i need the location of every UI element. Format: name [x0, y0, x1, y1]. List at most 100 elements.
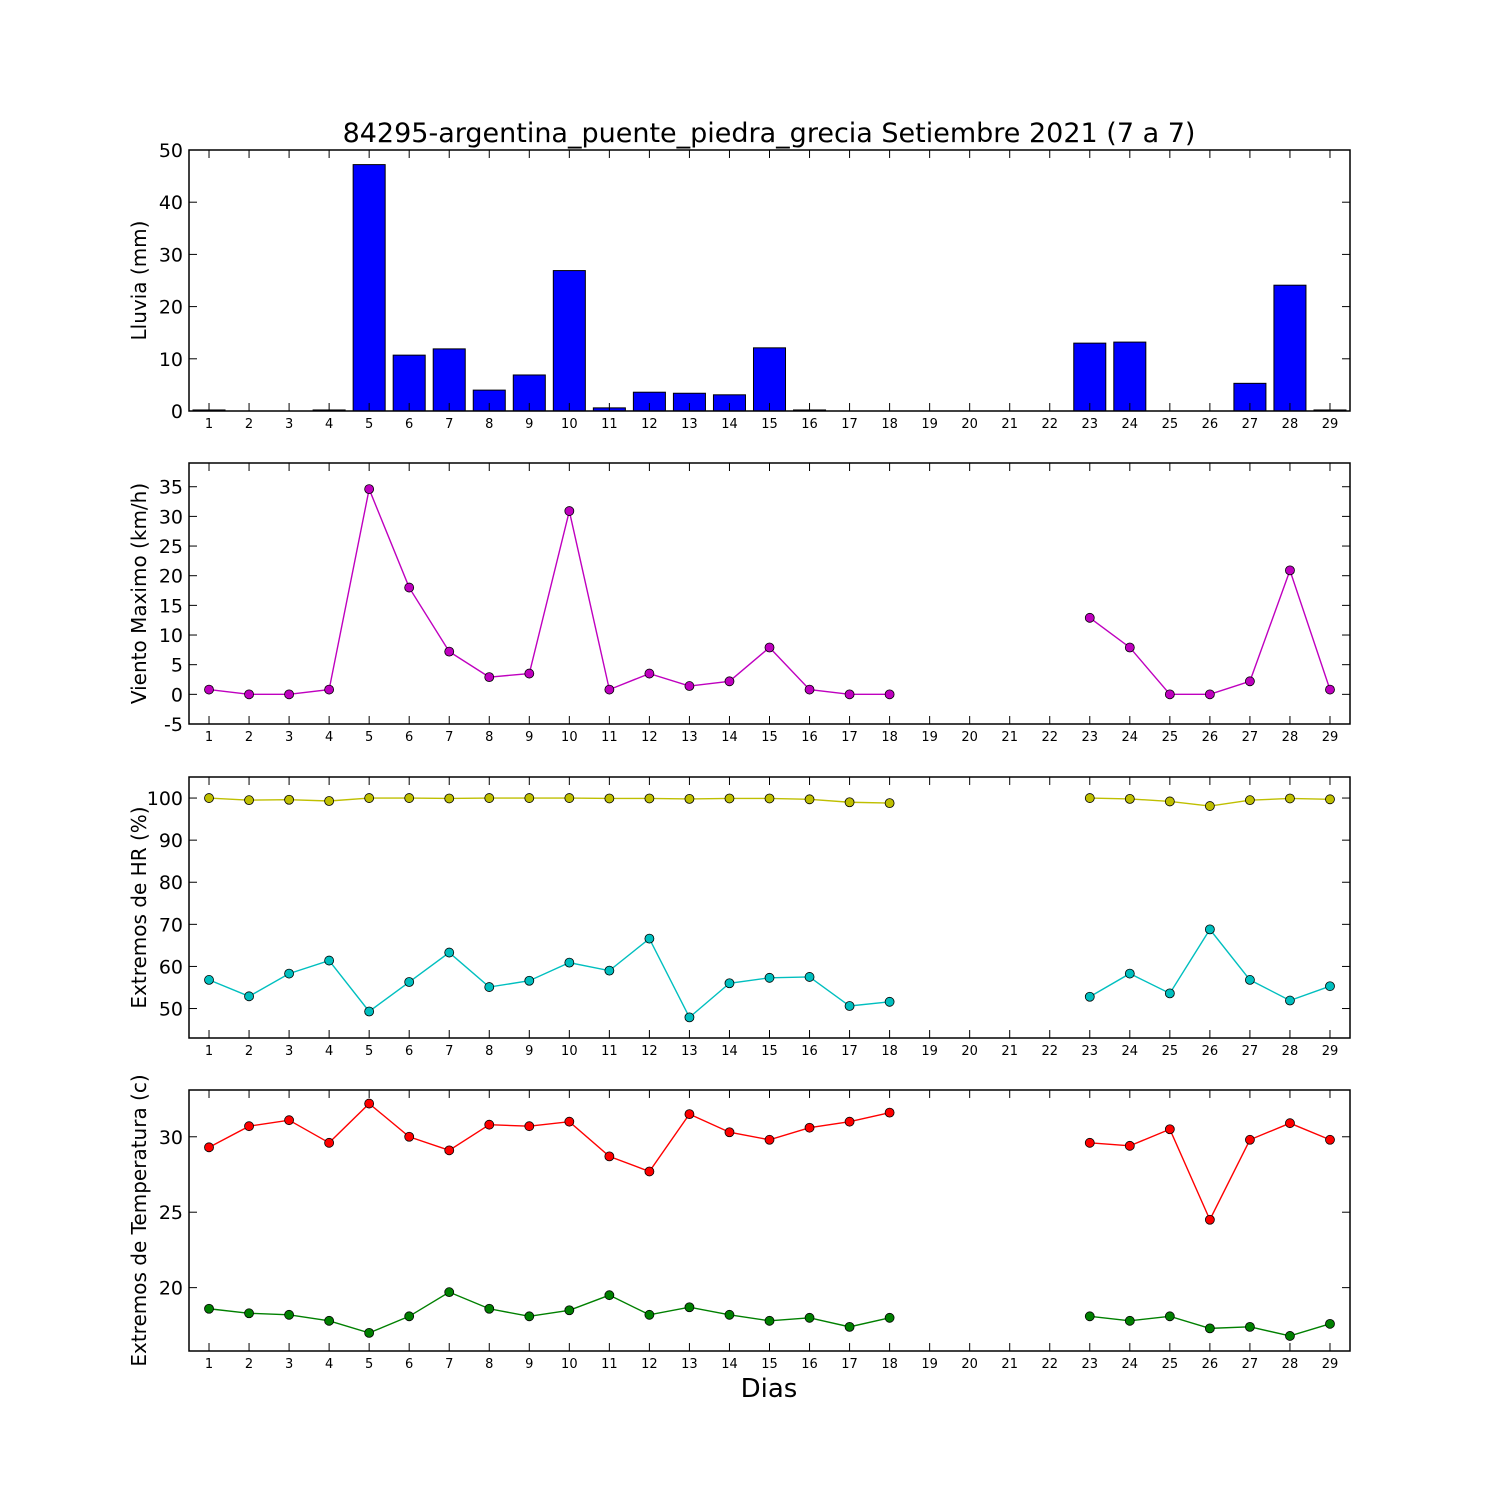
y-tick-label: 10	[159, 625, 183, 647]
series-2-point-day-10	[564, 957, 575, 968]
x-tick-label: 26	[1202, 730, 1219, 745]
x-tick-label: 5	[365, 730, 373, 745]
bar-day-7	[432, 348, 466, 412]
series-1-point-day-23	[1084, 612, 1095, 623]
series-1-point-day-18	[884, 798, 895, 808]
x-tick-label: 7	[445, 730, 453, 745]
x-tick-label: 27	[1242, 730, 1259, 745]
y-tick-label: 15	[159, 595, 183, 617]
series-2-point-day-2	[244, 1308, 254, 1319]
x-tick-label: 6	[405, 730, 413, 745]
series-2-point-day-23	[1084, 1311, 1095, 1322]
x-tick-label: 14	[721, 1044, 738, 1059]
series-1-point-day-11	[604, 793, 615, 804]
x-tick-label: 25	[1162, 1357, 1179, 1372]
x-tick-label: 23	[1082, 730, 1099, 745]
x-tick-label: 7	[445, 1044, 453, 1059]
x-tick-label: 27	[1242, 1044, 1259, 1059]
y-tick-label: 100	[147, 788, 183, 810]
series-1-point-day-16	[804, 1122, 815, 1133]
series-2-point-day-25	[1164, 1311, 1175, 1322]
series-2-point-day-8	[484, 1303, 495, 1314]
series-2-point-day-18	[884, 996, 895, 1007]
series-2-point-day-17	[844, 1001, 855, 1011]
y-tick-label: 60	[159, 956, 183, 978]
series-1-point-day-23	[1084, 793, 1095, 803]
y-tick-label: 35	[159, 477, 183, 499]
x-tick-label: 18	[881, 417, 898, 432]
series-2-point-day-4	[324, 955, 335, 966]
x-tick-label: 5	[365, 1357, 373, 1372]
x-tick-label: 3	[285, 1044, 293, 1059]
x-tick-label: 13	[681, 417, 698, 432]
x-tick-label: 26	[1202, 1044, 1219, 1059]
series-2-point-day-15	[764, 972, 775, 983]
bar-day-23	[1073, 342, 1107, 412]
series-1-point-day-16	[804, 684, 815, 695]
series-2-point-day-9	[524, 1311, 535, 1322]
series-1-point-day-24	[1124, 793, 1135, 804]
x-tick-label: 22	[1041, 417, 1058, 432]
series-1-point-day-10	[564, 506, 575, 516]
series-2-point-day-10	[564, 1305, 575, 1316]
x-tick-label: 21	[1001, 417, 1018, 432]
x-tick-label: 12	[641, 1357, 658, 1372]
bar-day-5	[352, 164, 386, 412]
bar-day-15	[752, 347, 787, 412]
series-1-point-day-4	[324, 796, 335, 806]
x-tick-label: 3	[285, 1357, 293, 1372]
x-tick-label: 7	[445, 1357, 453, 1372]
series-1-point-day-2	[244, 1121, 254, 1132]
series-2-point-day-26	[1204, 924, 1215, 935]
x-tick-label: 1	[205, 1044, 213, 1059]
series-2-point-day-17	[844, 1321, 855, 1332]
x-tick-label: 2	[245, 1357, 253, 1372]
series-1-point-day-6	[404, 1131, 415, 1142]
series-2-point-day-24	[1124, 1315, 1135, 1326]
x-tick-label: 1	[205, 730, 213, 745]
series-2-line	[208, 937, 890, 1019]
x-tick-label: 22	[1041, 730, 1058, 745]
x-tick-label: 4	[325, 1044, 333, 1059]
series-1-point-day-14	[724, 1127, 735, 1138]
series-1-point-day-28	[1285, 1118, 1295, 1129]
series-2-point-day-2	[244, 991, 254, 1002]
x-tick-label: 12	[641, 730, 658, 745]
x-tick-label: 29	[1322, 1044, 1339, 1059]
x-tick-label: 21	[1001, 1044, 1018, 1059]
x-tick-label: 10	[561, 1357, 578, 1372]
series-1-point-day-10	[564, 1116, 575, 1127]
series-1-point-day-3	[284, 1115, 294, 1126]
x-tick-label: 1	[205, 1357, 213, 1372]
series-2-point-day-16	[804, 972, 815, 982]
x-tick-label: 13	[681, 1044, 698, 1059]
series-1-point-day-16	[804, 794, 815, 805]
series-1-point-day-5	[364, 1098, 375, 1109]
x-tick-label: 11	[601, 1357, 618, 1372]
x-tick-label: 16	[801, 1357, 818, 1372]
series-1-point-day-14	[724, 676, 735, 687]
series-2-point-day-12	[644, 933, 655, 944]
x-tick-label: 4	[325, 417, 333, 432]
series-1-point-day-26	[1204, 689, 1215, 700]
y-tick-label: 0	[171, 401, 183, 423]
bar-day-28	[1273, 284, 1307, 412]
x-tick-label: 23	[1082, 1044, 1099, 1059]
series-1-point-day-29	[1325, 684, 1335, 695]
x-tick-label: 20	[961, 730, 978, 745]
series-2-point-day-4	[324, 1315, 335, 1326]
series-1-point-day-25	[1164, 1124, 1175, 1135]
series-2-point-day-5	[364, 1006, 375, 1017]
x-tick-label: 18	[881, 1044, 898, 1059]
x-tick-label: 4	[325, 1357, 333, 1372]
x-tick-label: 10	[561, 1044, 578, 1059]
series-1-point-day-7	[444, 1145, 455, 1156]
y-tick-label: 90	[159, 830, 183, 852]
x-tick-label: 17	[841, 1044, 858, 1059]
x-tick-label: 27	[1242, 417, 1259, 432]
x-tick-label: 14	[721, 730, 738, 745]
x-tick-label: 11	[601, 1044, 618, 1059]
x-tick-label: 24	[1122, 730, 1139, 745]
series-2-point-day-14	[724, 1309, 735, 1320]
